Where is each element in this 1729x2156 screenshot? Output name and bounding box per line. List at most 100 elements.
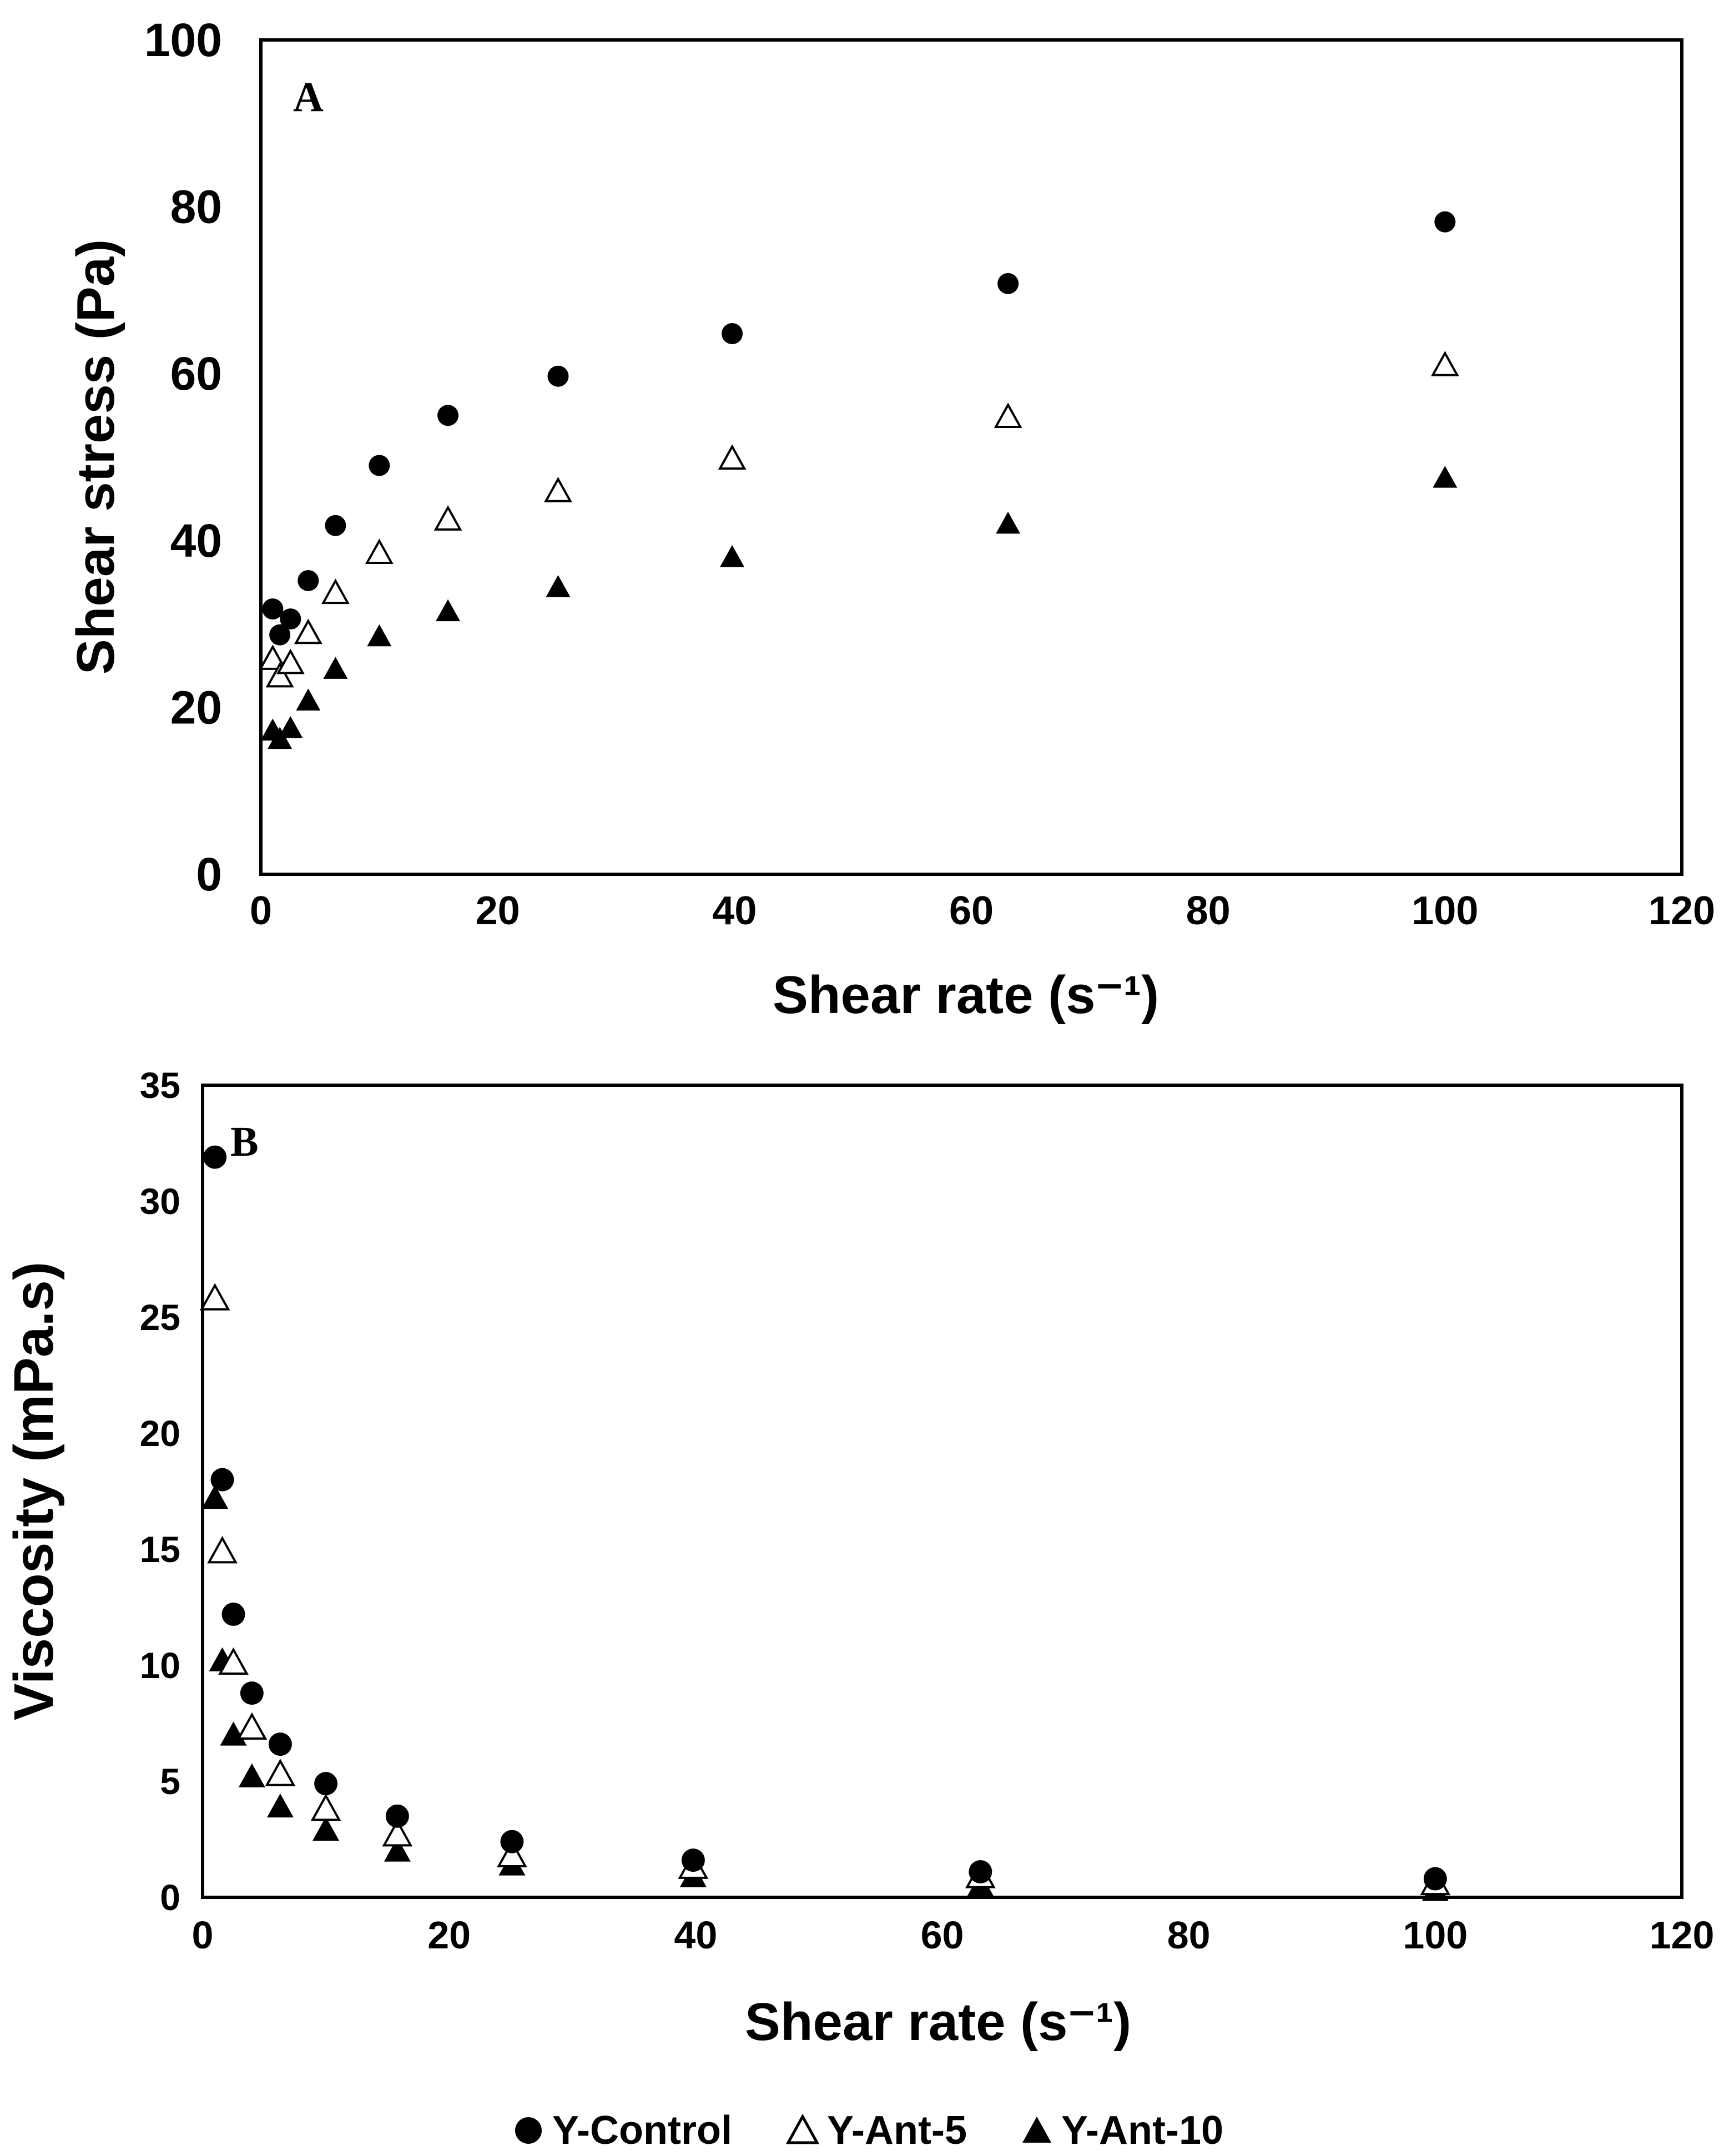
panel-b-point-y-ant-5 — [265, 1759, 296, 1786]
panel-a-x-tick-label: 0 — [250, 889, 272, 933]
panel-a-point-y-control — [437, 405, 459, 426]
panel-a-y-tick-label: 0 — [196, 848, 222, 900]
panel-b-x-tick-label: 120 — [1650, 1913, 1715, 1957]
panel-b-y-tick-label: 5 — [160, 1761, 180, 1802]
panel-b-y-axis-title: Viscosity (mPa.s) — [3, 1262, 65, 1720]
panel-b-point-y-ant-10 — [384, 1837, 411, 1862]
panel-a-point-y-ant-5 — [1430, 351, 1459, 376]
panel-b-point-y-control — [314, 1772, 338, 1796]
panel-b-point-y-ant-5 — [382, 1819, 413, 1847]
panel-b-point-y-ant-5 — [199, 1283, 230, 1311]
panel-a-y-tick-label: 80 — [170, 181, 222, 233]
panel-a-point-y-ant-10 — [1433, 466, 1458, 488]
panel-b-y-tick-label: 10 — [140, 1645, 180, 1686]
panel-a-y-tick-label: 100 — [144, 14, 222, 66]
panel-a-point-y-ant-10 — [436, 599, 461, 622]
panel-b-point-y-ant-10 — [266, 1793, 294, 1818]
panel-a-x-tick-label: 120 — [1649, 889, 1715, 933]
panel-a-series-y-ant-10 — [260, 466, 1458, 749]
panel-b-point-y-ant-5 — [310, 1794, 341, 1821]
panel-b-point-y-ant-5 — [236, 1712, 268, 1740]
panel-a-point-y-control — [280, 608, 301, 630]
panel-b-point-y-control — [203, 1145, 227, 1169]
panel-b-data-points — [199, 1145, 1451, 1901]
panel-a-point-y-control — [262, 598, 284, 620]
panel-b-y-tick-label: 35 — [140, 1065, 180, 1106]
legend-label-y-control: Y-Control — [552, 2108, 732, 2153]
panel-a-point-y-control — [325, 515, 346, 536]
panel-b-point-y-control — [681, 1848, 705, 1872]
panel-b-x-tick-label: 20 — [427, 1913, 471, 1957]
legend-marker-y-ant-5 — [785, 2113, 820, 2144]
legend-label-y-ant-10: Y-Ant-10 — [1061, 2108, 1223, 2153]
panel-a-label: A — [293, 74, 324, 120]
panel-b-point-y-control — [221, 1603, 245, 1626]
panel-a-data-points — [258, 211, 1459, 749]
panel-a-point-y-ant-10 — [367, 624, 392, 647]
panel-b-point-y-control — [385, 1804, 409, 1828]
panel-b-point-y-ant-5 — [207, 1536, 238, 1564]
panel-b-point-y-control — [268, 1732, 292, 1756]
panel-b-point-y-control — [210, 1468, 234, 1492]
panel-a-point-y-ant-5 — [321, 578, 350, 605]
panel-a-x-tick-label: 100 — [1412, 889, 1478, 933]
panel-a-point-y-control — [722, 323, 743, 345]
panel-b-point-y-control — [969, 1860, 992, 1884]
panel-b: B 0 5 10 15 20 25 30 35 0 20 40 60 80 100 120 Viscosi… — [3, 1065, 1714, 2052]
panel-a-x-tick-label: 80 — [1186, 889, 1231, 933]
panel-a-point-y-ant-5 — [265, 662, 294, 688]
panel-b-y-tick-label: 30 — [140, 1181, 180, 1222]
panel-b-series-y-ant-5 — [199, 1283, 1451, 1896]
panel-a-y-tick-label: 40 — [170, 515, 222, 567]
panel-a-point-y-control — [269, 624, 291, 646]
panel-a-y-axis-title: Shear stress (Pa) — [66, 239, 125, 674]
panel-b-x-tick-label: 40 — [674, 1913, 717, 1957]
panel-a-series-y-control — [262, 211, 1456, 646]
panel-a-point-y-ant-10 — [996, 511, 1021, 534]
panel-a-plot-frame — [259, 38, 1683, 876]
panel-b-point-y-ant-10 — [312, 1816, 340, 1841]
panel-a-point-y-ant-5 — [258, 644, 287, 670]
panel-a-point-y-ant-10 — [278, 716, 303, 738]
panel-b-x-axis: 0 20 40 60 80 100 120 — [192, 1913, 1715, 1957]
panel-b-point-y-control — [500, 1830, 524, 1853]
legend-marker-y-control — [515, 2117, 542, 2144]
panel-b-plot-frame — [201, 1084, 1683, 1899]
panel-a-point-y-control — [997, 273, 1019, 294]
legend-marker-y-ant-10 — [1022, 2117, 1051, 2143]
panel-a-point-y-control — [547, 365, 569, 387]
panel-a-point-y-control — [298, 570, 319, 591]
panel-a-y-axis: 0 20 40 60 80 100 — [144, 14, 222, 900]
panel-b-x-tick-label: 100 — [1403, 1913, 1468, 1957]
panel-b-y-tick-label: 0 — [160, 1877, 180, 1918]
panel-a: A 0 20 40 60 80 100 0 20 40 60 80 100 120 Shear str… — [66, 14, 1715, 1025]
panel-a-point-y-ant-5 — [718, 444, 747, 470]
panel-a-x-tick-label: 60 — [949, 889, 994, 933]
panel-a-y-tick-label: 60 — [170, 347, 222, 400]
panel-a-x-axis-title: Shear rate (s⁻¹) — [773, 965, 1159, 1025]
panel-a-x-tick-label: 40 — [712, 889, 757, 933]
panel-b-x-tick-label: 80 — [1167, 1913, 1211, 1957]
panel-b-x-tick-label: 0 — [192, 1913, 214, 1957]
panel-b-point-y-control — [240, 1681, 264, 1705]
panel-a-point-y-ant-10 — [323, 657, 348, 679]
panel-a-series-y-ant-5 — [258, 351, 1459, 688]
panel-a-point-y-ant-5 — [433, 505, 462, 531]
panel-a-point-y-control — [369, 455, 390, 476]
panel-b-point-y-ant-10 — [238, 1763, 265, 1787]
panel-b-y-tick-label: 15 — [140, 1529, 180, 1570]
panel-a-point-y-ant-5 — [544, 477, 572, 502]
panel-a-x-axis: 0 20 40 60 80 100 120 — [250, 889, 1715, 933]
panel-b-label: B — [230, 1119, 259, 1165]
panel-b-y-tick-label: 25 — [140, 1297, 180, 1338]
panel-a-point-y-ant-10 — [546, 575, 571, 597]
panel-a-point-y-control — [1434, 211, 1456, 233]
panel-a-point-y-ant-10 — [720, 545, 745, 567]
panel-a-x-tick-label: 20 — [476, 889, 520, 933]
panel-a-point-y-ant-10 — [296, 688, 321, 711]
panel-a-point-y-ant-5 — [294, 618, 322, 644]
panel-a-point-y-ant-5 — [994, 402, 1022, 428]
legend-label-y-ant-5: Y-Ant-5 — [827, 2108, 967, 2153]
panel-b-y-tick-label: 20 — [140, 1413, 180, 1454]
